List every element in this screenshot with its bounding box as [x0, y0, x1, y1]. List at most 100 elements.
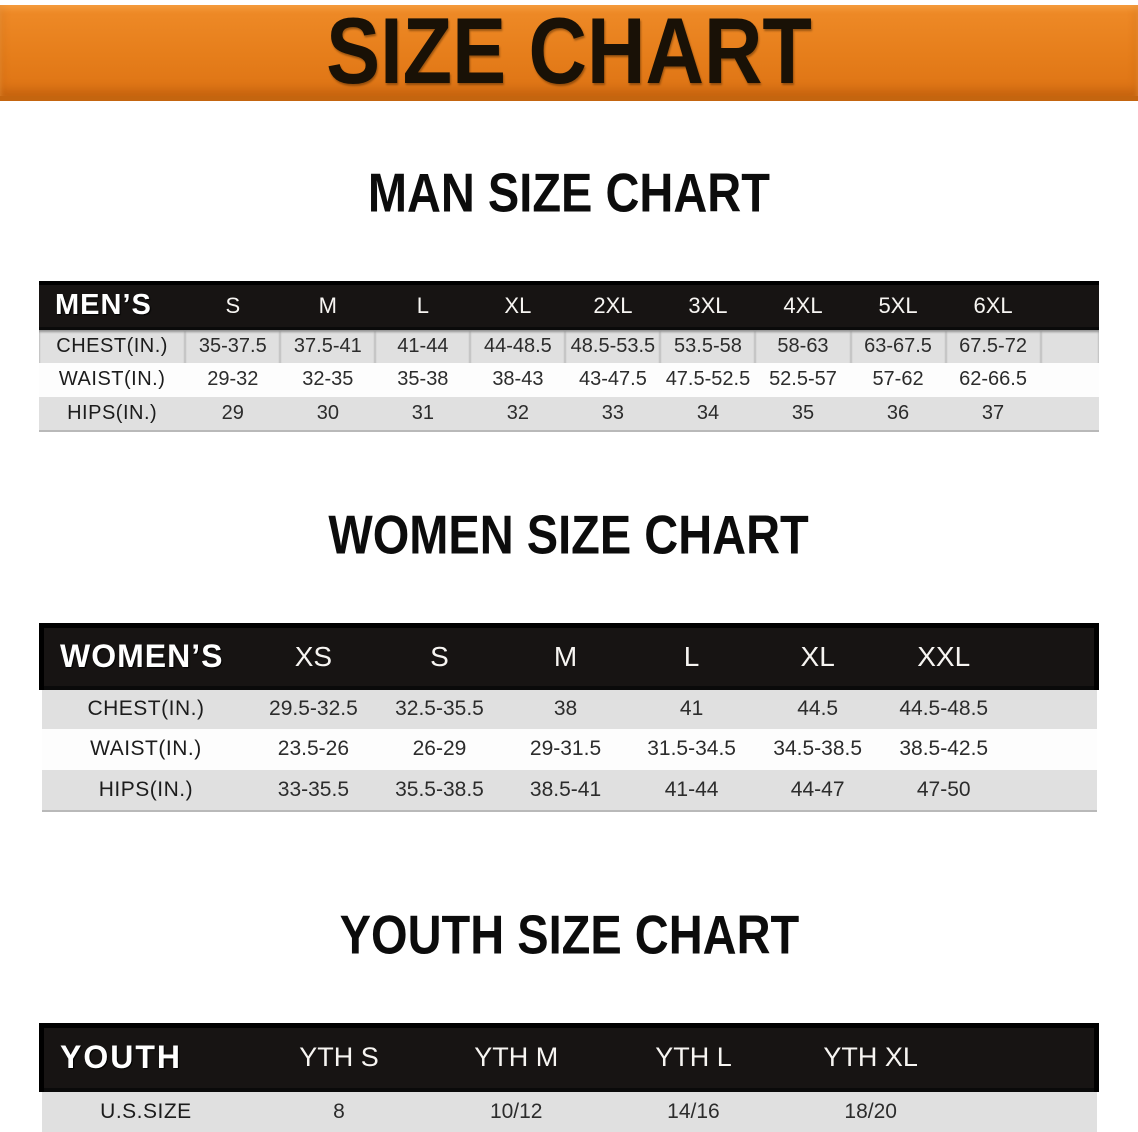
measurement-value-cell: 52.5-57 — [755, 362, 851, 397]
size-column-header: 6XL — [945, 280, 1041, 330]
measurement-value-cell: 44-48.5 — [470, 328, 566, 363]
row-spacer-cell — [1006, 769, 1097, 811]
measurement-value-cell: 14/16 — [604, 1089, 783, 1132]
youth-size-title-wrap: YOUTH SIZE CHART — [0, 868, 1138, 1004]
measurement-row: CHEST(IN.) 29.5-32.5 32.5-35.5 38 41 44.5 44.5… — [41, 687, 1097, 729]
measurement-value-cell: 31.5-34.5 — [628, 728, 755, 770]
measurement-value-cell: 53.5-58 — [660, 328, 756, 363]
measurement-row: WAIST(IN.) 29-32 32-35 35-38 38-43 43-47.5 47.… — [39, 362, 1099, 397]
size-column-header: XL — [754, 623, 881, 690]
measurement-value-cell: 41-44 — [628, 769, 755, 811]
measurement-row: CHEST(IN.) 35-37.5 37.5-41 41-44 44-48.5 48.5… — [39, 328, 1099, 363]
size-column-header: L — [375, 280, 471, 330]
measurement-value-cell: 29 — [185, 396, 281, 431]
measurement-value-cell: 37 — [945, 396, 1041, 431]
table-group-label: MEN’S — [39, 280, 186, 330]
size-column-header: YTH L — [604, 1023, 783, 1092]
measurement-value-cell: 32.5-35.5 — [376, 687, 503, 729]
measurement-value-cell: 38 — [502, 687, 629, 729]
measurement-value-cell: 29-31.5 — [502, 728, 629, 770]
row-spacer-cell — [1040, 396, 1099, 431]
size-column-header: S — [185, 280, 281, 330]
row-spacer-cell — [1040, 362, 1099, 397]
row-spacer-cell — [1040, 328, 1099, 363]
size-column-header: YTH M — [427, 1023, 605, 1092]
header-spacer-cell — [1006, 623, 1099, 690]
page-title: SIZE CHART — [326, 0, 812, 103]
row-spacer-cell — [1006, 728, 1097, 770]
measurement-value-cell: 26-29 — [376, 728, 503, 770]
measurement-row: HIPS(IN.) 33-35.5 35.5-38.5 38.5-41 41-44 44-… — [41, 769, 1097, 811]
youth-size-section: YOUTH SIZE CHART YOUTH YTH S YTH M YTH L YTH… — [0, 868, 1138, 1132]
row-label-cell: U.S.SIZE — [41, 1089, 251, 1132]
measurement-row: HIPS(IN.) 29 30 31 32 33 34 35 36 37 — [39, 396, 1099, 431]
measurement-value-cell: 41-44 — [375, 328, 471, 363]
size-column-header: XS — [250, 623, 377, 690]
measurement-value-cell: 63-67.5 — [850, 328, 946, 363]
measurement-value-cell: 29.5-32.5 — [250, 687, 377, 729]
measurement-value-cell: 35 — [755, 396, 851, 431]
measurement-value-cell: 43-47.5 — [565, 362, 661, 397]
measurement-value-cell: 38.5-41 — [502, 769, 629, 811]
size-column-header: 5XL — [850, 280, 946, 330]
measurement-row: U.S.SIZE 8 10/12 14/16 18/20 — [41, 1089, 1097, 1132]
measurement-value-cell: 32-35 — [280, 362, 376, 397]
size-chart-banner: SIZE CHART — [0, 0, 1138, 103]
man-size-section: MAN SIZE CHART MEN’S S M L XL 2XL 3XL 4XL 5XL 6XL… — [0, 125, 1138, 432]
measurement-value-cell: 35-38 — [375, 362, 471, 397]
youth-size-chart-title: YOUTH SIZE CHART — [339, 904, 799, 966]
table-group-label: WOMEN’S — [39, 623, 251, 690]
measurement-value-cell: 32 — [470, 396, 566, 431]
row-label-cell: CHEST(IN.) — [39, 328, 186, 363]
man-size-table: MEN’S S M L XL 2XL 3XL 4XL 5XL 6XL CHEST(IN.) 35-37… — [39, 280, 1099, 432]
header-spacer-cell — [959, 1023, 1100, 1092]
measurement-value-cell: 29-32 — [185, 362, 281, 397]
row-label-cell: HIPS(IN.) — [39, 396, 186, 431]
size-column-header: 2XL — [565, 280, 661, 330]
table-header-row: MEN’S S M L XL 2XL 3XL 4XL 5XL 6XL — [39, 280, 1099, 330]
measurement-value-cell: 23.5-26 — [250, 728, 377, 770]
size-column-header: S — [376, 623, 503, 690]
measurement-value-cell: 44.5-48.5 — [880, 687, 1007, 729]
row-label-cell: CHEST(IN.) — [41, 687, 251, 729]
measurement-value-cell: 44.5 — [754, 687, 881, 729]
women-size-title-wrap: WOMEN SIZE CHART — [0, 468, 1138, 604]
youth-size-table: YOUTH YTH S YTH M YTH L YTH XL U.S.SIZE 8 10/12… — [39, 1023, 1100, 1132]
size-column-header: XXL — [880, 623, 1007, 690]
size-column-header: 4XL — [755, 280, 851, 330]
measurement-value-cell: 38-43 — [470, 362, 566, 397]
size-column-header: YTH S — [250, 1023, 428, 1092]
measurement-row: WAIST(IN.) 23.5-26 26-29 29-31.5 31.5-34.5 34… — [41, 728, 1097, 770]
row-spacer-cell — [1006, 687, 1097, 729]
size-column-header: 3XL — [660, 280, 756, 330]
table-header-row: WOMEN’S XS S M L XL XXL — [39, 623, 1099, 690]
measurement-value-cell: 30 — [280, 396, 376, 431]
measurement-value-cell: 47.5-52.5 — [660, 362, 756, 397]
measurement-value-cell: 47-50 — [880, 769, 1007, 811]
table-group-label: YOUTH — [39, 1023, 251, 1092]
measurement-value-cell: 38.5-42.5 — [880, 728, 1007, 770]
measurement-value-cell: 8 — [250, 1089, 428, 1132]
row-label-cell: WAIST(IN.) — [41, 728, 251, 770]
size-column-header: YTH XL — [782, 1023, 960, 1092]
size-column-header: M — [502, 623, 629, 690]
measurement-value-cell: 34.5-38.5 — [754, 728, 881, 770]
measurement-value-cell: 67.5-72 — [945, 328, 1041, 363]
measurement-value-cell: 18/20 — [782, 1089, 960, 1132]
row-label-cell: WAIST(IN.) — [39, 362, 186, 397]
measurement-value-cell: 36 — [850, 396, 946, 431]
size-column-header: L — [628, 623, 755, 690]
size-column-header: XL — [470, 280, 566, 330]
women-size-chart-title: WOMEN SIZE CHART — [328, 504, 810, 566]
size-column-header: M — [280, 280, 376, 330]
measurement-value-cell: 41 — [628, 687, 755, 729]
measurement-value-cell: 31 — [375, 396, 471, 431]
measurement-value-cell: 34 — [660, 396, 756, 431]
measurement-value-cell: 44-47 — [754, 769, 881, 811]
table-header-row: YOUTH YTH S YTH M YTH L YTH XL — [39, 1023, 1100, 1092]
measurement-value-cell: 10/12 — [427, 1089, 605, 1132]
man-size-chart-title: MAN SIZE CHART — [367, 161, 771, 224]
measurement-value-cell: 57-62 — [850, 362, 946, 397]
women-size-table: WOMEN’S XS S M L XL XXL CHEST(IN.) 29.5-32.5 32.5… — [39, 623, 1099, 812]
